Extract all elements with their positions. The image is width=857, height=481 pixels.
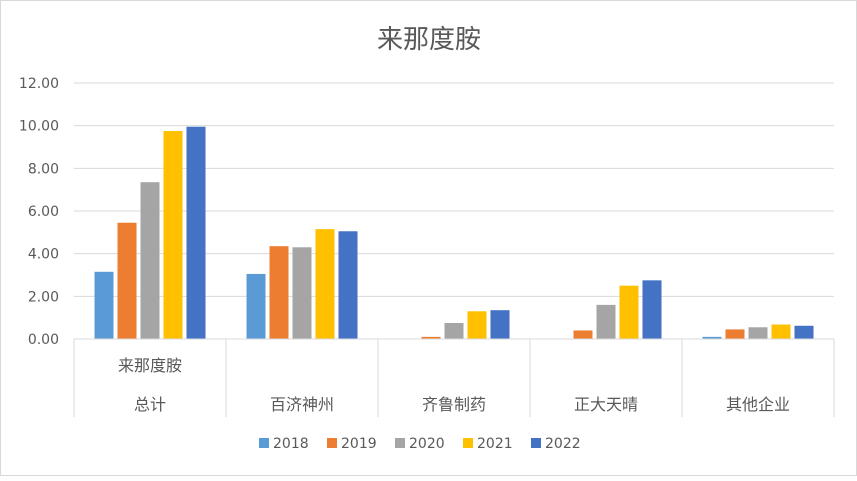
bar-2021-4 [771,324,791,339]
chart-title: 来那度胺 [377,25,481,55]
y-tick-label: 8.00 [28,161,59,177]
y-tick-label: 0.00 [28,332,59,348]
legend-swatch-2020 [395,438,405,448]
bar-2019-3 [573,330,593,339]
bars [94,126,814,339]
x-group-label: 其他企业 [726,395,790,414]
legend-label: 2021 [477,436,513,452]
legend-swatch-2019 [327,438,337,448]
y-tick-label: 4.00 [28,247,59,263]
bar-2022-2 [490,310,510,339]
bar-2018-0 [94,271,114,339]
bar-2020-2 [444,323,464,339]
legend-label: 2022 [545,436,581,452]
legend-swatch-2018 [259,438,269,448]
bar-2018-4 [702,336,722,339]
bar-2020-4 [748,327,768,339]
bar-2019-1 [269,246,289,339]
legend-label: 2020 [409,436,445,452]
bar-2021-0 [163,131,183,339]
legend: 2018 2019 2020 2021 2022 [259,436,581,452]
y-tick-label: 6.00 [28,204,59,220]
legend-swatch-2022 [531,438,541,448]
legend-label: 2018 [273,436,309,452]
bar-2019-4 [725,329,745,339]
x-group-label: 正大天晴 [574,395,638,414]
legend-label: 2019 [341,436,377,452]
bar-2021-1 [315,229,335,339]
y-tick-label: 2.00 [28,289,59,305]
bar-2021-3 [619,285,639,339]
bar-2022-4 [794,325,814,339]
bar-2020-0 [140,182,160,339]
bar-2022-0 [186,126,206,339]
bar-2022-3 [642,280,662,339]
y-axis: 0.00 2.00 4.00 6.00 8.00 10.00 12.00 [19,76,59,348]
bar-2022-1 [338,231,358,339]
bar-2018-1 [246,273,266,339]
bar-2021-2 [467,311,487,339]
y-tick-label: 12.00 [19,76,59,92]
bar-2019-0 [117,222,137,339]
y-tick-label: 10.00 [19,119,59,135]
bar-2020-3 [596,304,616,339]
x-group-label: 齐鲁制药 [422,395,486,414]
bar-2020-1 [292,247,312,339]
x-group-label: 百济神州 [270,395,334,414]
x-tick-label: 来那度胺 [118,356,182,375]
x-group-label: 总计 [134,395,166,414]
legend-swatch-2021 [463,438,473,448]
bar-2019-2 [421,336,441,339]
